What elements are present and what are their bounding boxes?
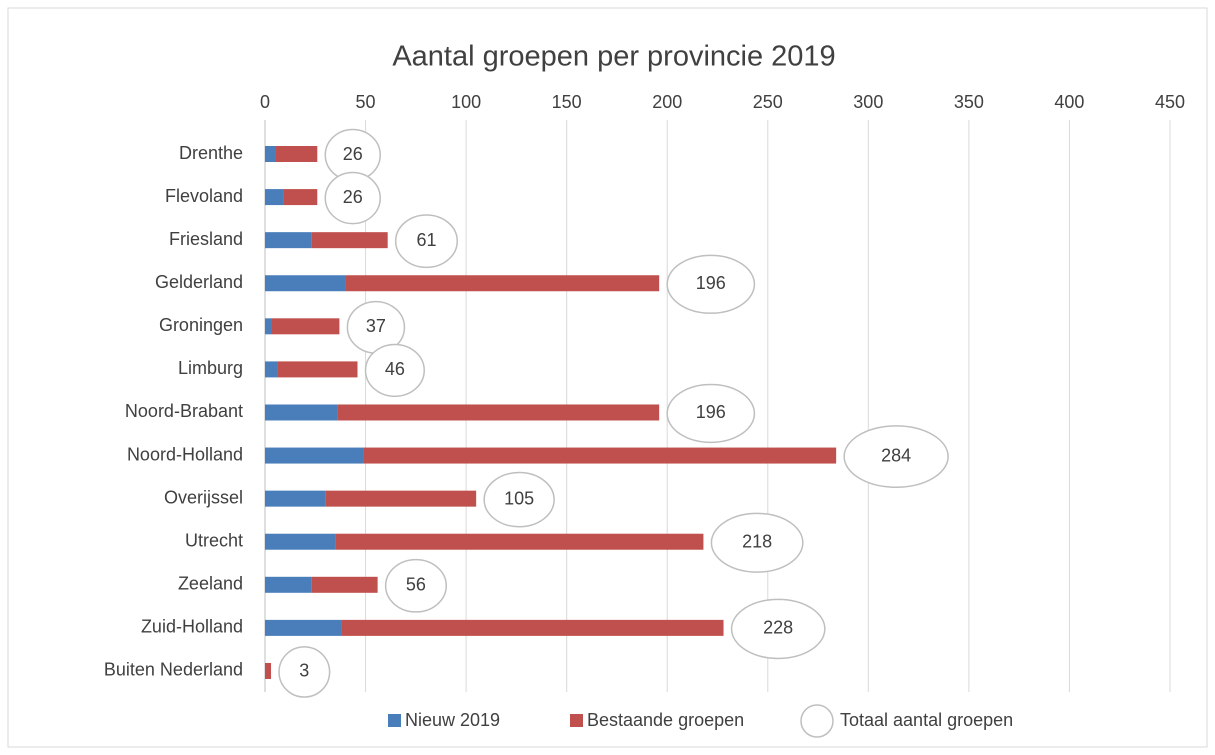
legend-swatch [800,704,834,738]
legend-label: Totaal aantal groepen [840,710,1013,730]
bar [265,404,338,421]
total-bubble [843,425,949,488]
total-bubble [666,383,756,444]
bar [363,447,837,464]
bar [283,189,318,206]
data-label: 26 [343,144,363,164]
bar [275,146,318,162]
bar [265,146,276,162]
legend-swatch [570,714,583,727]
y-tick-label: Noord-Brabant [125,401,243,421]
data-label: 228 [763,618,793,638]
bar [265,361,278,378]
bar [265,619,342,636]
data-label: 218 [742,531,772,551]
data-label: 196 [696,273,726,293]
x-tick-label: 150 [552,92,582,112]
total-bubble [364,343,426,398]
bar [345,275,660,292]
y-tick-label: Gelderland [155,272,243,292]
total-bubble [394,214,459,269]
total-bubble [666,254,756,314]
total-bubble [730,598,826,660]
y-tick-label: Friesland [169,229,243,249]
x-tick-label: 300 [853,92,883,112]
data-label: 46 [385,359,405,379]
x-tick-label: 200 [652,92,682,112]
y-tick-label: Limburg [178,358,243,378]
bar [325,490,477,507]
x-tick-label: 0 [260,92,270,112]
x-tick-label: 400 [1054,92,1084,112]
data-label: 284 [881,445,911,465]
y-tick-label: Zeeland [178,574,243,594]
total-bubble [324,171,381,225]
bar [265,447,364,464]
y-tick-label: Buiten Nederland [104,660,243,680]
legend-label: Nieuw 2019 [405,710,500,730]
data-label: 105 [504,488,534,508]
x-tick-label: 50 [356,92,376,112]
data-label: 61 [416,230,436,250]
bar [311,232,388,249]
data-label: 3 [299,661,309,681]
bar [265,662,272,679]
bar [341,619,724,636]
data-label: 56 [406,575,426,595]
bar [335,533,704,550]
x-tick-label: 100 [451,92,481,112]
bar [265,275,346,292]
x-tick-label: 450 [1155,92,1185,112]
y-tick-label: Utrecht [185,530,243,550]
bar [265,490,326,507]
bar [337,404,660,421]
legend-label: Bestaande groepen [587,710,744,730]
legend-swatch [388,714,401,727]
y-tick-label: Noord-Holland [127,444,243,464]
x-tick-label: 350 [954,92,984,112]
bar [311,576,378,593]
bar [265,533,336,550]
y-tick-label: Overijssel [164,487,243,507]
y-tick-label: Flevoland [165,186,243,206]
data-label: 37 [366,316,386,336]
bar [271,318,340,335]
total-bubble [483,471,555,528]
total-bubble [710,512,804,573]
y-tick-label: Drenthe [179,143,243,163]
bar [265,576,312,593]
data-label: 196 [696,402,726,422]
bar [277,361,358,378]
y-tick-label: Groningen [159,315,243,335]
bar [265,318,272,335]
chart-title: Aantal groepen per provincie 2019 [392,41,835,73]
x-tick-label: 250 [753,92,783,112]
total-bubble [278,646,331,698]
total-bubble [384,558,448,613]
y-tick-label: Zuid-Holland [141,617,243,637]
bar [265,189,284,206]
bar [265,232,312,249]
data-label: 26 [343,187,363,207]
